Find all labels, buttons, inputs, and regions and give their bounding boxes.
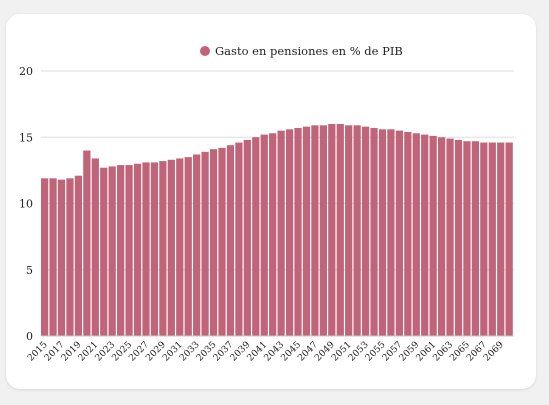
bar-2069[interactable] <box>497 142 505 336</box>
y-tick-label: 0 <box>26 330 33 343</box>
bar-2039[interactable] <box>243 139 251 336</box>
bar-2054[interactable] <box>370 127 378 336</box>
bar-2032[interactable] <box>184 157 192 337</box>
bar-2066[interactable] <box>471 141 480 336</box>
bar-2036[interactable] <box>218 147 226 336</box>
bar-2049[interactable] <box>328 124 336 336</box>
bar-2063[interactable] <box>446 138 454 336</box>
bar-2028[interactable] <box>150 162 159 336</box>
bar-2038[interactable] <box>235 142 243 336</box>
bar-2016[interactable] <box>49 178 57 336</box>
bar-2056[interactable] <box>387 129 395 336</box>
bar-2033[interactable] <box>193 154 201 336</box>
x-axis: 2015201720192021202320252027202920312033… <box>25 335 514 364</box>
bar-2052[interactable] <box>353 125 361 336</box>
bar-2025[interactable] <box>125 165 133 336</box>
bar-2058[interactable] <box>404 131 412 336</box>
bar-2044[interactable] <box>285 129 294 336</box>
legend-swatch <box>200 46 210 56</box>
bar-2024[interactable] <box>117 165 125 336</box>
bar-2034[interactable] <box>201 151 209 336</box>
y-axis: 0 5 10 15 20 <box>19 65 33 343</box>
bars <box>41 124 513 337</box>
bar-2060[interactable] <box>421 134 429 336</box>
bar-2022[interactable] <box>100 167 108 336</box>
bar-2059[interactable] <box>412 133 420 336</box>
legend[interactable]: Gasto en pensiones en % de PIB <box>200 44 403 58</box>
bar-2057[interactable] <box>395 130 403 337</box>
bar-2019[interactable] <box>74 175 83 336</box>
bar-2037[interactable] <box>226 145 235 336</box>
y-tick-label: 5 <box>26 264 33 277</box>
bar-2067[interactable] <box>480 142 488 336</box>
bar-2035[interactable] <box>209 149 218 336</box>
bar-2055[interactable] <box>378 129 387 336</box>
bar-2023[interactable] <box>108 166 116 336</box>
bar-2041[interactable] <box>260 134 268 336</box>
bar-2026[interactable] <box>133 163 142 336</box>
bar-2050[interactable] <box>336 124 344 336</box>
bar-2017[interactable] <box>57 179 66 336</box>
bar-2051[interactable] <box>345 125 353 336</box>
bar-2040[interactable] <box>252 137 260 336</box>
bar-2021[interactable] <box>91 158 99 336</box>
bar-2065[interactable] <box>463 141 471 336</box>
bar-2043[interactable] <box>277 130 285 337</box>
legend-label: Gasto en pensiones en % de PIB <box>215 44 403 58</box>
bar-2030[interactable] <box>167 159 175 336</box>
bar-2068[interactable] <box>488 142 496 336</box>
bar-2027[interactable] <box>142 162 150 336</box>
bar-2042[interactable] <box>269 133 277 336</box>
bar-2053[interactable] <box>361 126 370 337</box>
bar-2048[interactable] <box>319 125 327 336</box>
y-tick-label: 15 <box>19 131 33 144</box>
bar-2070[interactable] <box>505 142 513 336</box>
y-tick-label: 10 <box>19 198 33 211</box>
bar-2047[interactable] <box>311 125 319 336</box>
bar-2015[interactable] <box>41 178 49 336</box>
bar-2018[interactable] <box>66 178 74 336</box>
bar-2029[interactable] <box>159 161 167 336</box>
bar-2045[interactable] <box>294 127 302 336</box>
bar-2061[interactable] <box>429 135 437 336</box>
bar-2031[interactable] <box>176 158 184 336</box>
x-tick-label: 2069 <box>482 339 506 363</box>
bar-2020[interactable] <box>83 150 91 337</box>
y-tick-label: 20 <box>19 65 33 78</box>
bar-2062[interactable] <box>437 137 446 336</box>
bar-2064[interactable] <box>454 139 463 336</box>
bar-2046[interactable] <box>302 126 311 337</box>
